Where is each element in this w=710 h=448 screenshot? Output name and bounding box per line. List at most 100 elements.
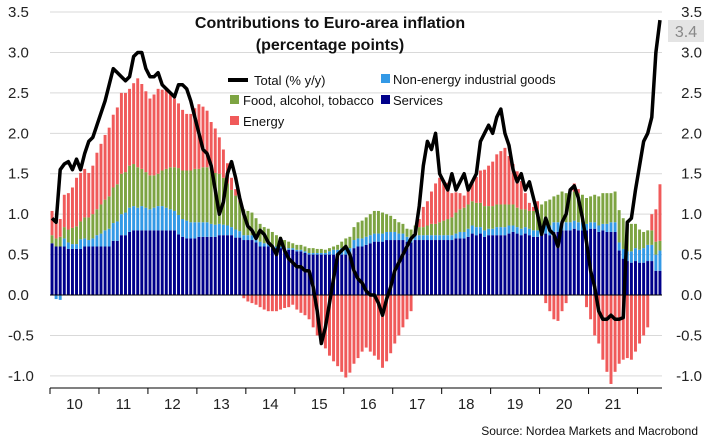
bar-food [168, 167, 172, 210]
bar-nonenergy [144, 207, 148, 231]
bar-energy [352, 295, 356, 364]
bar-food [95, 209, 99, 236]
bar-services [168, 230, 172, 296]
x-tick-label: 16 [360, 396, 377, 413]
bar-energy [638, 295, 642, 344]
bar-food [303, 246, 307, 252]
y-tick-label-left: 3.0 [8, 44, 29, 61]
bar-food [597, 196, 601, 226]
bar-food [62, 227, 66, 239]
bar-energy [629, 295, 633, 360]
bar-nonenergy [291, 248, 295, 250]
bar-services [625, 261, 629, 296]
bar-services [205, 236, 209, 296]
y-tick-label-right: 0.0 [681, 287, 702, 304]
bar-food [58, 236, 62, 247]
bar-nonenergy [115, 221, 119, 241]
bar-nonenergy [315, 252, 319, 255]
bar-nonenergy [168, 209, 172, 231]
bar-nonenergy [552, 222, 556, 232]
bar-services [156, 230, 160, 296]
bar-services [507, 233, 511, 296]
bar-services [503, 235, 507, 296]
bar-energy [450, 193, 454, 218]
y-tick-label-right: 3.5 [681, 4, 702, 21]
bar-nonenergy [250, 235, 254, 241]
bar-energy [544, 295, 548, 304]
bar-nonenergy [111, 223, 115, 241]
bar-services [287, 249, 291, 296]
y-tick-label-left: -0.5 [8, 327, 34, 344]
bar-services [568, 230, 572, 296]
bar-energy [103, 134, 107, 200]
bar-energy [303, 295, 307, 316]
axes-group [49, 387, 662, 394]
bar-services [425, 240, 429, 296]
bar-energy [491, 161, 495, 207]
bar-services [527, 235, 531, 296]
bar-nonenergy [401, 233, 405, 241]
bar-services [405, 241, 409, 296]
legend-energy-swatch [230, 116, 239, 125]
bar-nonenergy [532, 230, 535, 237]
bar-food [658, 240, 662, 251]
bar-energy [417, 219, 421, 228]
bar-services [401, 240, 405, 296]
bar-food [128, 165, 132, 208]
bar-nonenergy [364, 236, 368, 245]
bar-services [360, 246, 364, 296]
bar-nonenergy [389, 231, 393, 241]
legend: Total (% y/y) Non-energy industrial good… [228, 72, 556, 129]
bar-nonenergy [209, 223, 213, 237]
bar-nonenergy [634, 248, 637, 262]
bar-services [470, 233, 474, 296]
bar-energy [119, 92, 123, 174]
bar-energy [262, 295, 266, 310]
bar-services [328, 254, 331, 296]
bar-nonenergy [238, 231, 242, 238]
bar-nonenergy [442, 235, 446, 241]
bar-food [234, 195, 238, 230]
bar-services [368, 243, 372, 296]
bar-services [409, 242, 413, 296]
bar-nonenergy [572, 220, 576, 229]
bar-food [503, 204, 507, 228]
bar-services [344, 254, 348, 296]
bar-services [397, 240, 401, 296]
bar-energy [593, 295, 597, 336]
bar-food [483, 206, 486, 231]
bar-services [385, 240, 389, 296]
bar-services [642, 262, 646, 296]
bar-energy [340, 295, 344, 372]
bar-energy [66, 193, 70, 230]
bar-services [50, 243, 54, 296]
bar-food [315, 248, 319, 253]
bar-nonenergy [226, 225, 229, 236]
bar-services [462, 238, 466, 296]
bar-food [580, 194, 584, 223]
bar-services [279, 248, 282, 296]
legend-services-label: Services [393, 93, 443, 108]
bar-energy [650, 214, 654, 231]
bar-nonenergy [450, 235, 454, 241]
bar-food [458, 209, 462, 232]
bar-food [172, 167, 176, 211]
bar-food [352, 227, 356, 241]
bar-nonenergy [527, 228, 531, 236]
bar-food [397, 222, 401, 234]
bar-services [609, 231, 613, 296]
bar-services [185, 238, 189, 296]
bar-food [299, 244, 303, 250]
bar-services [254, 242, 258, 296]
bar-services [491, 235, 495, 296]
bar-energy [124, 92, 127, 173]
bar-nonenergy [629, 251, 633, 263]
bar-nonenergy [83, 238, 87, 247]
bar-energy [372, 295, 376, 356]
bar-energy [458, 193, 462, 210]
bar-services [572, 228, 576, 296]
bar-services [238, 237, 242, 296]
bar-energy [389, 295, 393, 354]
bar-food [417, 227, 421, 236]
bar-energy [164, 89, 168, 169]
